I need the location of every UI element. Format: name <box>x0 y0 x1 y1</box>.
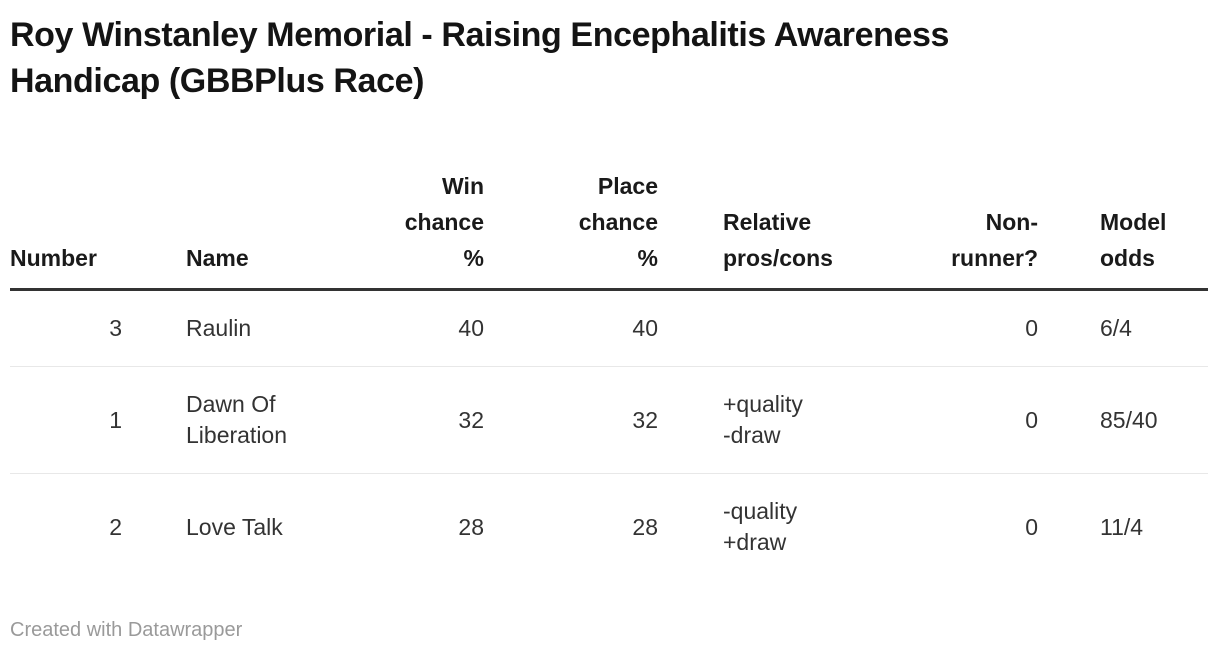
attribution: Created with Datawrapper <box>10 618 1208 642</box>
cell-number: 3 <box>10 289 140 367</box>
race-table: Number Name Win chance % Place chance % … <box>10 168 1208 580</box>
cell-pros: -quality +draw <box>723 498 798 555</box>
table-header: Number Name Win chance % Place chance % … <box>10 168 1208 291</box>
cell-pros: +quality -draw <box>658 366 905 474</box>
datawrapper-chart: Roy Winstanley Memorial - Raising Enceph… <box>10 12 1208 642</box>
table-body: 3 Raulin 40 40 0 6/4 1 Dawn Of Liberation 32 32 +q… <box>10 289 1208 581</box>
column-header-win-chance: Win chance % <box>316 168 484 291</box>
column-header-model-odds: Model odds <box>1038 168 1208 291</box>
cell-place: 40 <box>484 289 658 367</box>
cell-nonrunner: 0 <box>1025 513 1038 540</box>
cell-number: 2 <box>109 513 122 540</box>
cell-nonrunner: 0 <box>905 289 1038 367</box>
cell-name: Dawn Of Liberation <box>140 366 316 474</box>
cell-odds: 11/4 <box>1100 513 1144 540</box>
cell-pros <box>658 289 905 367</box>
table-row: 3 Raulin 40 40 0 6/4 <box>10 289 1208 367</box>
cell-win: 32 <box>316 366 484 474</box>
column-header-non-runner: Non- runner? <box>905 168 1038 291</box>
column-header-pros-cons: Relative pros/cons <box>658 168 905 291</box>
chart-title: Roy Winstanley Memorial - Raising Enceph… <box>10 16 950 100</box>
table-row: 1 Dawn Of Liberation 32 32 +quality -draw 0 85… <box>10 366 1208 474</box>
column-header-name: Name <box>140 168 316 291</box>
cell-name: Raulin <box>140 289 316 367</box>
datawrapper-credit-link[interactable]: Created with Datawrapper <box>10 619 243 641</box>
cell-odds: 85/40 <box>1038 366 1208 474</box>
column-header-place-chance: Place chance % <box>484 168 658 291</box>
cell-place: 32 <box>484 366 658 474</box>
cell-nonrunner: 0 <box>905 366 1038 474</box>
cell-name: Love Talk <box>186 513 283 540</box>
cell-win: 40 <box>316 289 484 367</box>
table-row: 2 Love Talk 28 28 -quality +draw 0 11/4 <box>10 474 1208 581</box>
column-header-number: Number <box>10 168 140 291</box>
cell-odds: 6/4 <box>1038 289 1208 367</box>
cell-number: 1 <box>10 366 140 474</box>
cell-place: 28 <box>632 513 658 540</box>
table-header-row: Number Name Win chance % Place chance % … <box>10 168 1208 291</box>
cell-win: 28 <box>458 513 484 540</box>
